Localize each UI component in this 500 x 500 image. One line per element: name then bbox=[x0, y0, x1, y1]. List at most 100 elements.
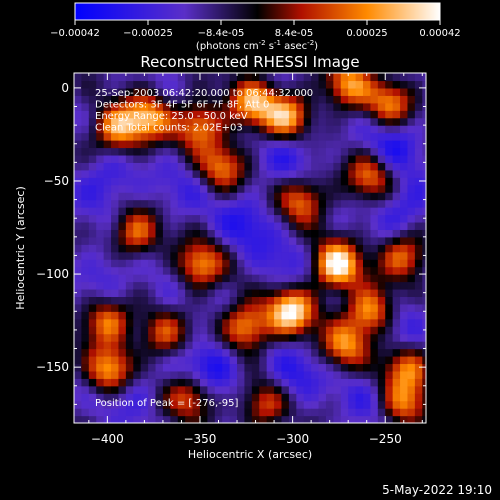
heatmap-cell bbox=[266, 177, 275, 186]
heatmap-cell bbox=[266, 363, 275, 372]
heatmap-cell bbox=[74, 207, 83, 216]
heatmap-cell bbox=[407, 199, 416, 208]
heatmap-cell bbox=[81, 95, 90, 104]
heatmap-cell bbox=[214, 326, 223, 335]
heatmap-cell bbox=[96, 80, 105, 89]
heatmap-cell bbox=[377, 95, 386, 104]
heatmap-cell bbox=[370, 221, 379, 230]
heatmap-cell bbox=[318, 162, 327, 171]
heatmap-cell bbox=[333, 266, 342, 275]
heatmap-cell bbox=[207, 274, 216, 283]
heatmap-cell bbox=[370, 385, 379, 394]
heatmap-cell bbox=[407, 221, 416, 230]
heatmap-cell bbox=[377, 80, 386, 89]
heatmap-cell bbox=[377, 281, 386, 290]
heatmap-cell bbox=[303, 132, 312, 141]
heatmap-cell bbox=[229, 281, 238, 290]
heatmap-cell bbox=[377, 117, 386, 126]
heatmap-cell bbox=[177, 132, 186, 141]
heatmap-cell bbox=[222, 117, 231, 126]
heatmap-cell bbox=[222, 333, 231, 342]
heatmap-cell bbox=[311, 199, 320, 208]
heatmap-cell bbox=[318, 169, 327, 178]
heatmap-cell bbox=[162, 169, 171, 178]
heatmap-cell bbox=[185, 125, 194, 134]
heatmap-cell bbox=[400, 408, 409, 417]
heatmap-cell bbox=[88, 169, 97, 178]
heatmap-cell bbox=[170, 333, 179, 342]
heatmap-cell bbox=[325, 73, 334, 82]
heatmap-cell bbox=[318, 385, 327, 394]
heatmap-cell bbox=[185, 274, 194, 283]
heatmap-cell bbox=[140, 378, 149, 387]
heatmap-cell bbox=[170, 154, 179, 163]
heatmap-cell bbox=[348, 288, 357, 298]
heatmap-cell bbox=[222, 102, 231, 111]
heatmap-cell bbox=[355, 281, 364, 290]
heatmap-cell bbox=[400, 318, 409, 327]
heatmap-cell bbox=[370, 154, 379, 163]
heatmap-cell bbox=[118, 385, 127, 394]
heatmap-cell bbox=[111, 251, 120, 260]
heatmap-cell bbox=[214, 393, 223, 402]
heatmap-cell bbox=[318, 296, 327, 305]
heatmap-cell bbox=[370, 162, 379, 171]
heatmap-cell bbox=[199, 333, 208, 342]
heatmap-cell bbox=[296, 288, 305, 298]
heatmap-cell bbox=[363, 140, 372, 149]
y-tick-label: −100 bbox=[36, 267, 69, 281]
heatmap-cell bbox=[111, 415, 120, 423]
heatmap-cell bbox=[177, 400, 186, 409]
heatmap-cell bbox=[192, 214, 201, 223]
heatmap-cell bbox=[155, 311, 164, 320]
heatmap-cell bbox=[140, 221, 149, 230]
heatmap-cell bbox=[288, 311, 297, 320]
heatmap-cell bbox=[288, 408, 297, 417]
heatmap-cell bbox=[281, 95, 290, 104]
heatmap-cell bbox=[303, 393, 312, 402]
heatmap-cell bbox=[348, 132, 357, 141]
heatmap-cell bbox=[237, 73, 246, 82]
heatmap-cell bbox=[325, 147, 334, 156]
heatmap-cell bbox=[340, 355, 349, 365]
heatmap-cell bbox=[96, 95, 105, 104]
heatmap-cell bbox=[185, 326, 194, 335]
heatmap-cell bbox=[214, 110, 223, 119]
heatmap-cell bbox=[199, 311, 208, 320]
heatmap-cell bbox=[222, 274, 231, 283]
heatmap-cell bbox=[281, 140, 290, 149]
heatmap-cell bbox=[74, 221, 83, 230]
heatmap-cell bbox=[177, 73, 186, 82]
heatmap-cell bbox=[281, 87, 290, 96]
heatmap-cell bbox=[81, 318, 90, 327]
heatmap-cell bbox=[125, 80, 134, 89]
heatmap-cell bbox=[333, 274, 342, 283]
heatmap-cell bbox=[140, 393, 149, 402]
heatmap-cell bbox=[222, 303, 231, 312]
heatmap-cell bbox=[251, 214, 260, 223]
heatmap-cell bbox=[81, 221, 90, 230]
annotation-line: Clean Total counts: 2.02E+03 bbox=[95, 123, 243, 134]
heatmap-cell bbox=[125, 236, 134, 245]
heatmap-cell bbox=[325, 303, 334, 312]
heatmap-cell bbox=[103, 117, 112, 126]
heatmap-cell bbox=[214, 162, 223, 171]
heatmap-cell bbox=[81, 393, 90, 402]
heatmap-cell bbox=[340, 400, 349, 409]
heatmap-cell bbox=[207, 363, 216, 372]
heatmap-cell bbox=[385, 221, 394, 230]
heatmap-cell bbox=[266, 95, 275, 104]
heatmap-cell bbox=[88, 408, 97, 417]
heatmap-cell bbox=[214, 251, 223, 260]
heatmap-cell bbox=[74, 296, 83, 305]
heatmap-cell bbox=[199, 102, 208, 111]
heatmap-cell bbox=[414, 110, 423, 119]
heatmap-cell bbox=[74, 192, 83, 201]
heatmap-cell bbox=[118, 281, 127, 290]
heatmap-cell bbox=[385, 311, 394, 320]
heatmap-cell bbox=[311, 221, 320, 230]
heatmap-cell bbox=[266, 73, 275, 82]
heatmap-cell bbox=[266, 229, 275, 238]
heatmap-cell bbox=[222, 318, 231, 327]
heatmap-cell bbox=[363, 199, 372, 208]
